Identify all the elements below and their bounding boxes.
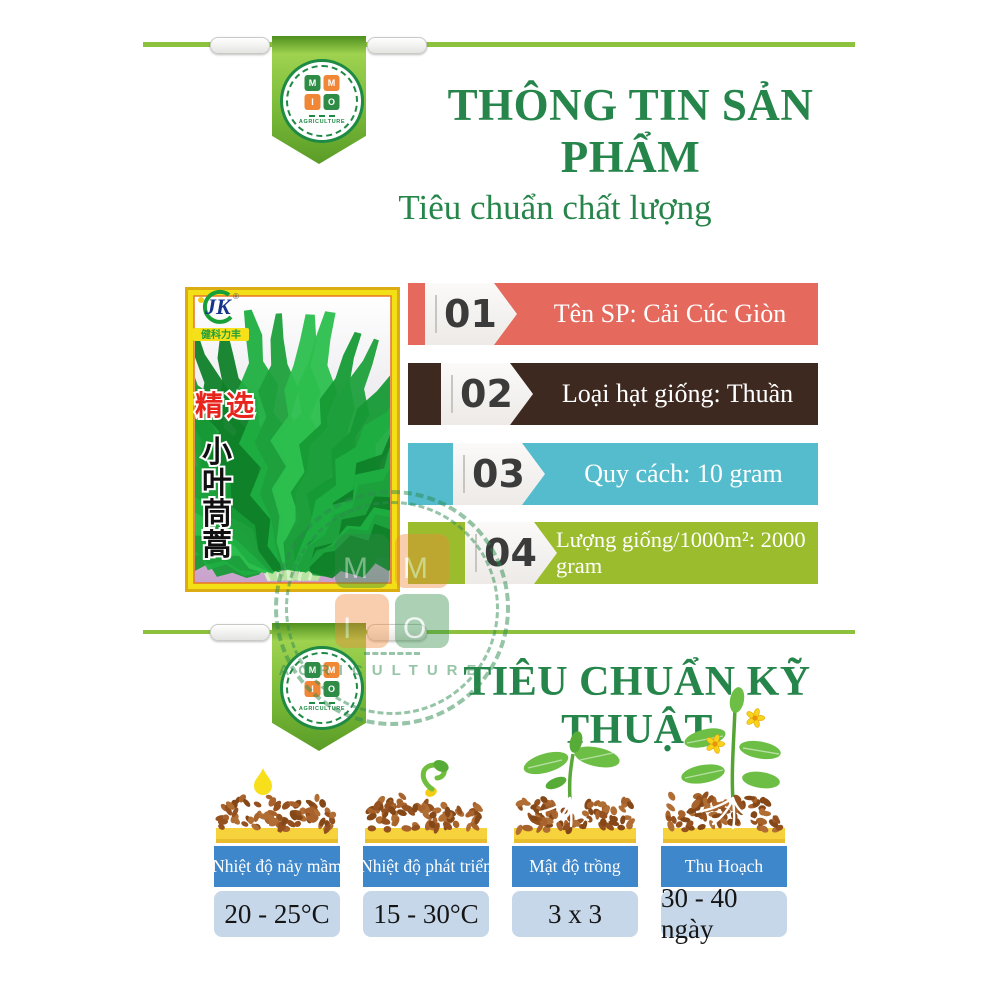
stage-planting-density: Mật độ trồng 3 x 3 <box>512 678 638 937</box>
logo-square-m1: M <box>304 662 321 678</box>
banner-number-arrow: 03 <box>453 443 545 505</box>
brand-text: JK <box>204 294 232 319</box>
logo-square-o: O <box>323 94 340 110</box>
logo-dash <box>309 115 335 117</box>
stage-art-seed <box>215 768 338 843</box>
logo-dashed-ring <box>286 65 358 137</box>
logo-caption: AGRICULTURE <box>298 119 346 125</box>
logo-square-o: O <box>323 681 340 697</box>
svg-text:茼: 茼 <box>202 497 232 532</box>
logo-square-i: I <box>304 94 321 110</box>
logo-dash <box>309 702 335 704</box>
section2-title: TIÊU CHUẨN KỸ THUẬT <box>463 659 811 753</box>
sprout-icon <box>420 759 449 797</box>
stage-value: 3 x 3 <box>512 891 638 937</box>
stage-value: 15 - 30°C <box>363 891 489 937</box>
stage-art-seedling <box>514 731 636 843</box>
logo-square-i: I <box>304 681 321 697</box>
banner-text: Tên SP: Cải Cúc Giòn <box>553 299 787 328</box>
banner-product-name: 01 Tên SP: Cải Cúc Giòn <box>408 283 818 345</box>
seed-drop-icon <box>254 768 272 795</box>
banner-text: Quy cách: 10 gram <box>584 459 783 488</box>
banner-text: Loại hạt giống: Thuần <box>561 379 794 408</box>
roots <box>538 796 590 828</box>
section1-subtitle: Tiêu chuẩn chất lượng <box>398 188 712 227</box>
flower-icon <box>746 708 766 728</box>
logo-square-m2: M <box>323 662 340 678</box>
banner-packing: 03 Quy cách: 10 gram <box>408 443 818 505</box>
svg-text:叶: 叶 <box>202 466 232 501</box>
stage-label: Nhiệt độ phát triển <box>360 846 492 887</box>
brand-subtext: 健科力丰 <box>201 328 241 341</box>
watermark-dash <box>364 652 420 655</box>
packet-product-name: 小 叶 茼 蒿 <box>200 433 234 565</box>
banner-number: 03 <box>463 455 525 493</box>
seedling-icon <box>523 731 620 801</box>
banner-seed-type: 02 Loại hạt giống: Thuần <box>408 363 818 425</box>
banner-number-arrow: 02 <box>441 363 533 425</box>
roots <box>695 796 757 830</box>
banner-text: Lượng giống/1000m²: 2000 gram <box>556 527 806 578</box>
logo-letter-grid: M M I O <box>304 75 340 110</box>
svg-text:小: 小 <box>202 435 232 470</box>
svg-text:蒿: 蒿 <box>202 528 232 563</box>
logo-square-m2: M <box>323 75 340 91</box>
stage-art-plant <box>663 687 785 843</box>
stage-value: 20 - 25°C <box>214 891 340 937</box>
stage-label: Nhiệt độ nảy mầm <box>212 846 342 887</box>
stage-art-sprout <box>365 759 487 843</box>
banner-seed-rate: 04 Lượng giống/1000m²: 2000 gram <box>408 522 818 584</box>
banner-number: 04 <box>475 534 537 572</box>
banner-number-arrow: 04 <box>465 522 557 584</box>
stage-label: Mật độ trồng <box>512 846 638 887</box>
divider-line-bottom <box>143 630 855 634</box>
ribbon-pin-left <box>210 624 270 641</box>
stage-harvest: Thu Hoạch 30 - 40 ngày <box>661 678 787 944</box>
vegetable-greens-illustration <box>195 309 390 579</box>
ribbon-pin-right <box>367 37 427 54</box>
stage-label: Thu Hoạch <box>661 846 787 887</box>
banner-number: 02 <box>451 375 513 413</box>
logo-letter-grid: M M I O <box>304 662 340 697</box>
ribbon-pin-right <box>367 624 427 641</box>
ribbon-pin-left <box>210 37 270 54</box>
packet-brand-logo: JK ® 健科力丰 <box>193 289 249 341</box>
stage-germination-temp: Nhiệt độ nảy mầm 20 - 25°C <box>212 678 342 937</box>
stage-growth-temp: Nhiệt độ phát triển 15 - 30°C <box>360 678 492 937</box>
packet-select-label: 精选 <box>195 389 257 422</box>
stage-value: 30 - 40 ngày <box>661 883 787 944</box>
divider-line-top <box>143 42 855 47</box>
banner-number-arrow: 01 <box>425 283 517 345</box>
logo-caption: AGRICULTURE <box>298 706 346 712</box>
flowering-plant-icon <box>681 687 781 801</box>
registered-mark: ® <box>233 292 239 301</box>
section1-title: THÔNG TIN SẢN PHẨM <box>447 80 814 182</box>
flower-icon <box>706 734 726 754</box>
banner-number: 01 <box>435 295 497 333</box>
logo-square-m1: M <box>304 75 321 91</box>
mmio-logo: M M I O AGRICULTURE <box>280 646 364 730</box>
mmio-logo: M M I O AGRICULTURE <box>280 59 364 143</box>
seed-packet-image: JK ® 健科力丰 精选 小 叶 茼 蒿 <box>185 287 400 592</box>
